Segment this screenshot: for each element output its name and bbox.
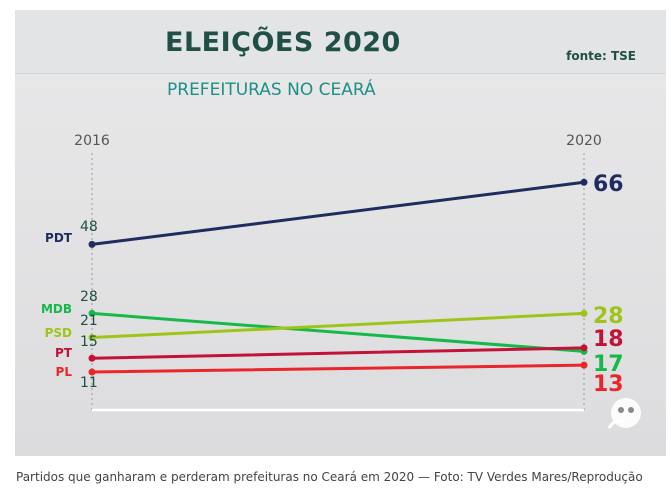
data-label-2020: 13 — [593, 372, 624, 397]
chart-source: fonte: TSE — [566, 49, 636, 63]
data-label-2020: 66 — [593, 172, 624, 197]
legend-label-pt: PT — [55, 346, 73, 360]
data-point — [88, 309, 96, 317]
x-tick-label: 2020 — [566, 133, 602, 149]
data-point — [580, 361, 588, 369]
series-line-pdt — [90, 180, 586, 246]
legend-label-psd: PSD — [45, 326, 72, 340]
data-point — [88, 240, 96, 248]
data-label-2020: 17 — [593, 352, 624, 377]
data-point — [580, 178, 588, 186]
broadcaster-watermark-icon — [607, 398, 641, 429]
data-label-2016: 21 — [80, 313, 98, 329]
series-line-pl — [90, 363, 586, 374]
data-label-2016: 15 — [80, 334, 98, 350]
data-label-2016: 48 — [80, 219, 98, 235]
series-line-pt — [90, 346, 586, 360]
data-label-2016: 28 — [80, 289, 98, 305]
data-point — [580, 344, 588, 352]
legend-label-pdt: PDT — [45, 231, 73, 245]
x-tick-label: 2016 — [74, 133, 110, 149]
data-point — [88, 334, 96, 342]
chart-subtitle: PREFEITURAS NO CEARÁ — [167, 80, 376, 100]
data-label-2020: 18 — [593, 327, 624, 352]
photo-caption: Partidos que ganharam e perderam prefeit… — [16, 470, 643, 484]
data-label-2020: 28 — [593, 304, 624, 329]
data-point — [88, 354, 96, 362]
chart-frame: ELEIÇÕES 2020 fonte: TSE PREFEITURAS NO … — [15, 10, 666, 456]
chart-header: ELEIÇÕES 2020 fonte: TSE — [15, 10, 666, 74]
data-label-2016: 11 — [80, 375, 98, 391]
legend-label-mdb: MDB — [41, 302, 72, 316]
legend-label-pl: PL — [56, 365, 73, 379]
series-line-mdb — [90, 311, 586, 353]
line-chart: 2016 2020 PDT 48 66 MDB 28 17 PSD 21 28 PT 15 18 PL 11 1… — [41, 133, 624, 412]
series-line-psd — [90, 311, 586, 340]
data-point — [580, 309, 588, 317]
chart-title: ELEIÇÕES 2020 — [165, 27, 401, 58]
data-point — [88, 368, 96, 376]
